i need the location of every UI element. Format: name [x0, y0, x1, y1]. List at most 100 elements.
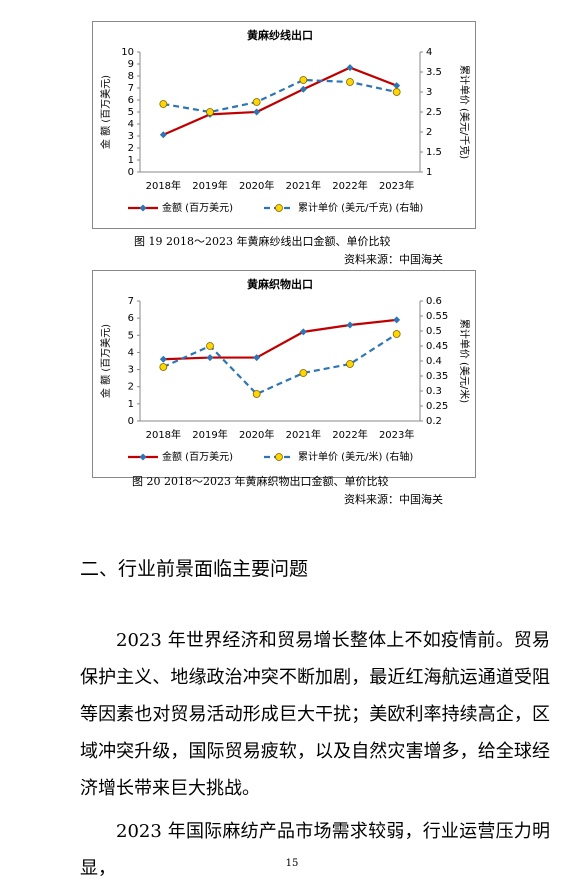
paragraph: 2023 年世界经济和贸易增长整体上不如疫情前。贸易保护主义、地缘政治冲突不断加…: [80, 630, 550, 799]
marker: [252, 98, 261, 106]
marker: [253, 108, 261, 116]
x-tick-label: 2021年: [286, 428, 321, 441]
marker: [253, 354, 261, 362]
y2-tick-label: 3: [426, 87, 432, 98]
marker: [206, 108, 214, 116]
y-tick-label: 2: [128, 382, 134, 393]
y2-tick-label: 0.6: [426, 296, 442, 307]
x-tick-label: 2022年: [332, 179, 367, 192]
source: 资料来源：中国海关: [344, 493, 443, 506]
series-line: [163, 78, 397, 114]
x-tick-label: 2022年: [332, 428, 367, 441]
x-tick-label: 2023年: [379, 428, 414, 441]
marker: [159, 100, 168, 108]
figure-caption: 图 19 2018～2023 年黄麻纱线出口金额、单价比较: [134, 235, 391, 248]
y-tick-label: 4: [128, 119, 134, 130]
legend-label: 累计单价 (美元/米) (右轴): [298, 450, 413, 463]
y-tick-label: 6: [128, 313, 134, 324]
chart-title: 黄麻织物出口: [247, 277, 313, 291]
x-tick-label: 2021年: [286, 179, 321, 192]
marker: [299, 328, 307, 336]
y-tick-label: 5: [128, 330, 134, 341]
marker: [299, 85, 307, 93]
y-tick-label: 8: [128, 71, 134, 82]
series-line: [162, 333, 398, 396]
y-tick-label: 1: [128, 399, 134, 410]
y2-tick-label: 3.5: [426, 67, 442, 78]
y-axis-title: 金 额 (百万美元): [99, 75, 112, 149]
marker: [159, 355, 167, 363]
x-tick-label: 2019年: [192, 179, 227, 192]
marker: [392, 330, 401, 338]
marker: [252, 390, 261, 398]
x-tick-label: 2018年: [146, 179, 181, 192]
y2-tick-label: 2.5: [426, 107, 442, 118]
legend-marker: [275, 453, 283, 461]
marker: [346, 64, 354, 72]
legend-label: 金额 (百万美元): [162, 450, 233, 463]
y2-axis-title: 累计单价 (美元/千克): [458, 65, 471, 159]
y2-tick-label: 0.5: [426, 326, 442, 337]
section-heading: 二、行业前景面临主要问题: [80, 558, 309, 580]
chart-frame: [92, 21, 476, 229]
marker: [346, 78, 354, 86]
y2-tick-label: 2: [426, 127, 432, 138]
marker: [159, 131, 167, 139]
y-tick-label: 4: [128, 347, 134, 358]
legend-marker: [139, 204, 147, 212]
y-tick-label: 9: [128, 59, 134, 70]
y2-tick-label: 0.25: [426, 401, 448, 412]
x-tick-label: 2019年: [192, 428, 227, 441]
y2-tick-label: 0.2: [426, 416, 442, 427]
y-tick-label: 7: [128, 296, 134, 307]
y-tick-label: 1: [128, 155, 134, 166]
chart: 黄麻织物出口 0 1 2 3 4 5 6 7 0.2 0.25 0.3 0.35 0.4 0.45 0.5 0.…: [92, 270, 476, 478]
y2-axis-title: 累计单价 (美元/米): [458, 319, 471, 403]
y-tick-label: 5: [128, 107, 134, 118]
y-tick-label: 6: [128, 95, 134, 106]
marker: [392, 88, 401, 96]
marker: [393, 82, 401, 90]
chart-title: 黄麻纱线出口: [247, 28, 313, 42]
marker: [299, 76, 308, 84]
x-tick-label: 2020年: [239, 179, 274, 192]
y-tick-label: 10: [121, 47, 134, 58]
page-number: 15: [285, 858, 299, 869]
y2-tick-label: 0.45: [426, 341, 448, 352]
x-tick-label: 2023年: [379, 179, 414, 192]
legend-marker: [139, 453, 147, 461]
y2-tick-label: 4: [426, 47, 432, 58]
y2-tick-label: 1: [426, 167, 432, 178]
y-tick-label: 7: [128, 83, 134, 94]
y2-tick-label: 0.4: [426, 356, 442, 367]
y-tick-label: 2: [128, 143, 134, 154]
marker: [346, 360, 354, 368]
y-axis-title: 金 额 (百万美元): [99, 324, 112, 398]
marker: [346, 321, 354, 329]
x-tick-label: 2020年: [239, 428, 274, 441]
legend-label: 金额 (百万美元): [162, 201, 233, 214]
y-tick-label: 3: [128, 365, 134, 376]
y2-tick-label: 0.35: [426, 371, 448, 382]
paragraph: 2023 年国际麻纺产品市场需求较弱，行业运营压力明显，: [80, 821, 550, 879]
y-tick-label: 0: [128, 416, 134, 427]
chart-frame: [92, 270, 476, 478]
marker: [393, 316, 401, 324]
y-tick-label: 0: [128, 167, 134, 178]
x-tick-label: 2018年: [146, 428, 181, 441]
source: 资料来源：中国海关: [344, 253, 443, 266]
y2-tick-label: 1.5: [426, 147, 442, 158]
y2-tick-label: 0.3: [426, 386, 442, 397]
marker: [206, 342, 214, 350]
series-line: [162, 66, 398, 136]
marker: [299, 369, 308, 377]
y-tick-label: 3: [128, 131, 134, 142]
figure-caption: 图 20 2018～2023 年黄麻织物出口金额、单价比较: [132, 475, 389, 488]
legend-label: 累计单价 (美元/千克) (右轴): [298, 201, 423, 214]
marker: [159, 363, 168, 371]
y2-tick-label: 0.55: [426, 311, 448, 322]
legend-marker: [275, 204, 283, 212]
marker: [206, 354, 214, 362]
